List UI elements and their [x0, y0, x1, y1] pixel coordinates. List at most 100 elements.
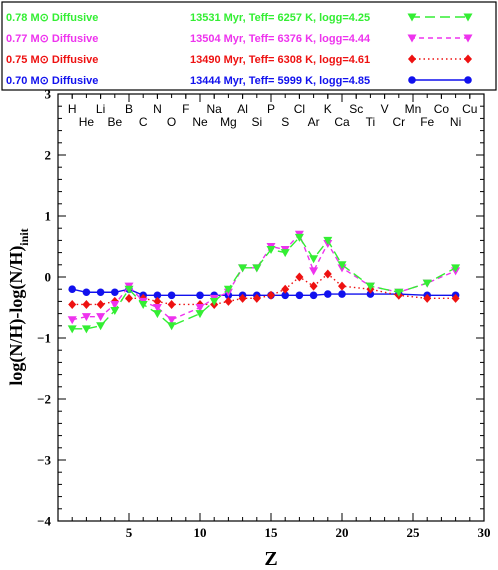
data-point [464, 54, 472, 64]
y-tick-label: −2 [37, 392, 51, 407]
x-tick-label: 20 [336, 525, 349, 540]
plot-frame [57, 93, 485, 522]
x-tick-label: 15 [265, 525, 279, 540]
data-point [67, 325, 77, 334]
element-label: Sc [349, 102, 363, 116]
data-point [138, 300, 148, 309]
element-label: B [125, 102, 133, 116]
data-point [153, 296, 162, 306]
element-label: Si [251, 115, 262, 129]
data-point [338, 281, 346, 291]
series-line [72, 233, 456, 321]
data-point [408, 76, 416, 84]
data-point [365, 282, 375, 291]
element-label: Al [237, 102, 248, 116]
data-point [324, 290, 332, 298]
data-point [238, 293, 247, 303]
data-point [323, 236, 333, 245]
data-point [407, 34, 417, 43]
element-label: Cl [294, 102, 305, 116]
element-label: Na [207, 102, 223, 116]
element-label: N [153, 102, 162, 116]
data-point [309, 281, 318, 291]
data-point [81, 325, 91, 334]
data-point [224, 296, 233, 306]
data-point [463, 34, 473, 43]
data-point [267, 290, 275, 300]
data-point [252, 264, 262, 273]
element-label: F [182, 102, 189, 116]
legend-model-label: 0.75 M⊙ Diffusive [6, 54, 98, 66]
element-label: Ca [334, 115, 350, 129]
data-point [167, 291, 176, 300]
data-point [82, 288, 91, 297]
data-point [167, 322, 177, 331]
data-point [281, 284, 290, 294]
x-tick-label: 5 [126, 525, 133, 540]
element-labels: H Li B N F Na Al P Cl K Sc V Mn Co Cu He Be C O Ne Mg Si S Ar Ca… [68, 94, 477, 129]
legend-model-label: 0.78 M⊙ Diffusive [6, 12, 98, 24]
data-point [223, 285, 233, 294]
data-point [195, 304, 205, 312]
data-point [153, 291, 162, 300]
data-point [294, 233, 304, 242]
element-label: Be [107, 115, 122, 129]
element-label: Ne [192, 115, 208, 129]
series-group [67, 230, 461, 334]
data-point [167, 316, 177, 325]
legend: 0.78 M⊙ Diffusive 13531 Myr, Teff= 6257 K… [6, 12, 473, 87]
data-point [96, 288, 105, 297]
legend-model-label: 0.70 M⊙ Diffusive [6, 75, 98, 87]
data-point [209, 297, 219, 306]
y-tick-label: 1 [45, 209, 52, 224]
series [67, 233, 461, 334]
data-point [125, 293, 133, 303]
data-point [295, 291, 304, 300]
element-label: K [324, 102, 332, 116]
element-label: P [267, 102, 275, 116]
element-label: S [281, 115, 289, 129]
data-point [281, 291, 290, 300]
data-point [423, 293, 432, 303]
element-label: C [139, 115, 148, 129]
x-tick-label: 10 [194, 525, 207, 540]
data-point [338, 290, 346, 298]
legend-model-label: 0.77 M⊙ Diffusive [6, 33, 98, 45]
series [67, 230, 461, 325]
data-point [451, 264, 461, 273]
element-label: Ti [366, 115, 376, 129]
legend-params-label: 13504 Myr, Teff= 6376 K, logg=4.44 [190, 33, 371, 45]
data-point [110, 307, 120, 316]
data-point [68, 299, 77, 309]
data-point [124, 285, 134, 294]
x-tick-label: 30 [478, 525, 491, 540]
data-point [464, 76, 472, 84]
data-point [422, 279, 432, 288]
legend-box [1, 1, 497, 91]
element-label: O [167, 115, 176, 129]
element-label: Mg [220, 115, 237, 129]
element-label: Ar [308, 115, 320, 129]
data-point [295, 272, 304, 282]
data-point [195, 310, 205, 319]
element-label: Fe [420, 115, 434, 129]
x-axis-label: Z [264, 548, 277, 570]
data-point [152, 310, 162, 319]
y-tick-label: −1 [37, 331, 51, 346]
axis-ticks: 5 10 15 20 25 30 −4 −3 −2 −1 0 1 2 3 [37, 87, 490, 541]
data-point [67, 316, 77, 325]
element-label: He [79, 115, 95, 129]
data-point [309, 255, 319, 264]
data-point [238, 264, 248, 273]
data-point [408, 54, 416, 64]
data-point [68, 285, 76, 294]
y-tick-label: 3 [45, 87, 52, 102]
element-label: Li [96, 102, 105, 116]
series [68, 269, 460, 309]
element-label: Ni [450, 115, 461, 129]
legend-params-label: 13531 Myr, Teff= 6257 K, logg=4.25 [190, 12, 370, 24]
data-point [337, 261, 347, 270]
legend-params-label: 13490 Myr, Teff= 6308 K, logg=4.61 [190, 54, 370, 66]
x-tick-label: 25 [407, 525, 421, 540]
